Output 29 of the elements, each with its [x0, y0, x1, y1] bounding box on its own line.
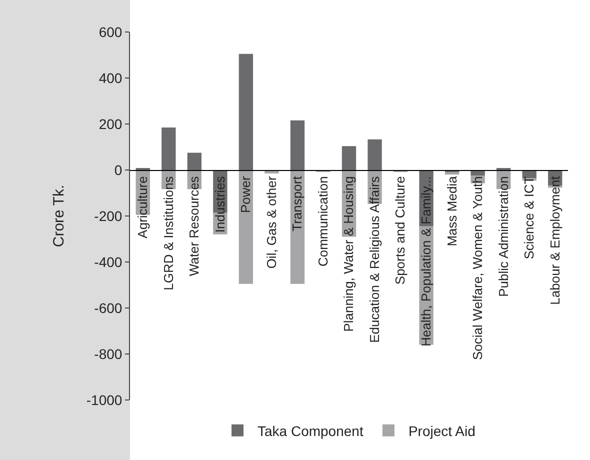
x-tick-label: Sports and Culture [392, 176, 408, 285]
y-tick-label: 400 [98, 70, 122, 86]
y-tick-label: -600 [94, 300, 122, 316]
legend-label: Project Aid [408, 422, 476, 439]
y-tick-label: 0 [114, 162, 122, 178]
x-tick-label: Communication [315, 176, 330, 267]
x-tick-label: Industries [212, 176, 228, 233]
x-tick-label: Planning, Water & Housing [341, 176, 356, 332]
y-tick-label: -800 [94, 346, 122, 362]
x-tick-label: Water Resources [186, 176, 202, 276]
x-tick-label: Education & Religious Affairs [366, 176, 382, 343]
y-tick-label: -1000 [86, 392, 122, 408]
y-axis-title: Crore Tk. [50, 184, 68, 248]
y-tick-label: 600 [98, 24, 122, 40]
x-tick-label: Oil, Gas & other [264, 176, 279, 269]
x-tick-label: Health, Population & Family... [418, 176, 434, 346]
x-tick-label: LGRD & Institutions [160, 176, 176, 290]
x-tick-label: Agriculture [135, 176, 150, 238]
x-tick-label: Mass Media [444, 175, 460, 246]
y-tick-label: 200 [98, 116, 122, 132]
x-tick-label: Power [238, 176, 254, 214]
y-tick-label: -400 [94, 254, 122, 270]
legend-label: Taka Component [258, 422, 364, 439]
x-tick-label: Labour & Employment [547, 176, 562, 305]
x-tick-label: Public Administration [496, 176, 511, 297]
x-tick-label: Social Welfare, Women & Youth [470, 176, 486, 360]
x-tick-label: Transport [290, 176, 305, 232]
x-tick-label: Science & ICT [522, 176, 537, 260]
y-tick-label: -200 [94, 208, 122, 224]
